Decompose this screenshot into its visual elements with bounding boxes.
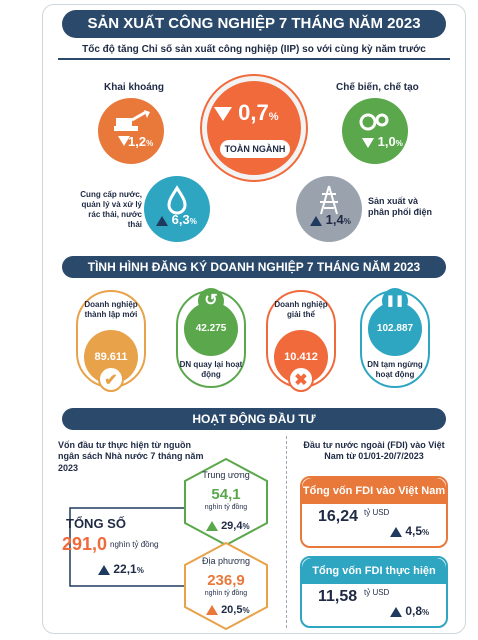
gears-icon <box>359 113 389 131</box>
central-growth-number: 29,4 <box>221 520 243 532</box>
water-drop-icon <box>167 185 187 215</box>
electricity-unit: % <box>343 217 351 226</box>
fdi-registered-card: Tổng vốn FDI vào Việt Nam <box>300 476 448 548</box>
mining-value: 1,2% <box>128 134 153 149</box>
electricity-circle <box>296 176 362 242</box>
mining-label: Khai khoáng <box>104 82 165 93</box>
local-growth-unit: % <box>242 606 250 615</box>
fdi-registered-growth-unit: % <box>422 528 430 537</box>
paused-business-label: DN tạm ngừng hoạt động <box>367 360 423 379</box>
electricity-label: Sản xuất và phân phối điện <box>368 196 432 218</box>
invest-title: HOẠT ĐỘNG ĐẦU TƯ <box>62 408 446 430</box>
budget-connector-lines <box>69 507 186 587</box>
local-growth-number: 20,5 <box>221 604 243 616</box>
water-circle <box>144 176 210 242</box>
fdi-realized-unit: tỷ USD <box>364 588 390 597</box>
manufacturing-unit: % <box>395 139 403 148</box>
budget-total-label: TỔNG SỐ <box>66 516 126 531</box>
pause-icon: ❚❚ <box>382 288 408 314</box>
local-label: Địa phương <box>202 556 250 566</box>
power-tower-icon <box>320 185 338 215</box>
x-icon: ✖ <box>288 366 314 392</box>
up-arrow-icon <box>206 605 218 616</box>
excavator-icon <box>114 110 150 146</box>
fdi-heading: Đầu tư nước ngoài (FDI) vào Việt Nam từ … <box>303 440 445 462</box>
budget-total-growth: 22,1% <box>98 562 144 576</box>
manufacturing-number: 1,0 <box>377 134 396 149</box>
return-icon: ↺ <box>198 288 224 314</box>
water-label: Cung cấp nước, quản lý và xử lý rác thải… <box>80 190 142 229</box>
electricity-value: 1,4% <box>310 212 351 227</box>
local-value: 236,9 <box>207 572 245 589</box>
central-label: Trung ương <box>202 470 250 480</box>
down-arrow-icon <box>214 107 232 122</box>
new-business-value: 89.611 <box>84 330 138 384</box>
invest-divider <box>286 436 287 628</box>
fdi-registered-growth: 4,5% <box>390 524 429 538</box>
down-arrow-icon <box>362 137 374 148</box>
total-unit: % <box>268 111 279 123</box>
electricity-number: 1,4 <box>325 212 344 227</box>
iip-subtitle: Tốc độ tăng Chỉ số sản xuất công nghiệp … <box>82 44 426 55</box>
central-growth-unit: % <box>242 522 250 531</box>
up-arrow-icon <box>390 526 402 537</box>
total-circle <box>202 76 306 180</box>
fdi-registered-growth-number: 4,5 <box>405 524 423 538</box>
up-arrow-icon <box>156 215 168 226</box>
new-business-label: Doanh nghiệp thành lập mới <box>84 300 138 319</box>
up-arrow-icon <box>206 521 218 532</box>
total-label: TOÀN NGÀNH <box>220 140 290 158</box>
mining-unit: % <box>146 139 154 148</box>
mining-value-number: 1,2 <box>128 134 147 149</box>
fdi-realized-growth-unit: % <box>422 608 430 617</box>
fdi-realized-value: 11,58 <box>318 588 358 605</box>
local-hexagon <box>184 541 268 631</box>
business-title: TÌNH HÌNH ĐĂNG KÝ DOANH NGHIỆP 7 THÁNG N… <box>62 256 446 278</box>
fdi-registered-label: Tổng vốn FDI vào Việt Nam <box>302 478 446 504</box>
fdi-realized-growth: 0,8% <box>390 604 429 618</box>
page-title: SẢN XUẤT CÔNG NGHIỆP 7 THÁNG NĂM 2023 <box>62 10 446 38</box>
budget-total-unit: nghìn tỷ đồng <box>110 540 159 549</box>
total-number: 0,7 <box>238 100 269 125</box>
central-unit: nghìn tỷ đồng <box>204 504 248 511</box>
up-arrow-icon <box>390 606 402 617</box>
mining-circle <box>98 98 164 164</box>
water-value: 6,3% <box>156 212 197 227</box>
budget-total-value: 291,0 <box>62 534 108 554</box>
central-growth: 29,4% <box>206 520 250 532</box>
manufacturing-value: 1,0% <box>362 134 403 149</box>
fdi-realized-card: Tổng vốn FDI thực hiện <box>300 556 448 628</box>
fdi-realized-growth-number: 0,8 <box>405 604 423 618</box>
total-value: 0,7% <box>214 100 279 126</box>
return-business-label: DN quay lại hoạt động <box>179 360 243 379</box>
fdi-registered-value: 16,24 <box>318 508 359 525</box>
central-value: 54,1 <box>211 486 241 503</box>
local-growth: 20,5% <box>206 604 250 616</box>
up-arrow-icon <box>310 215 322 226</box>
water-number: 6,3 <box>171 212 190 227</box>
fdi-registered-unit: tỷ USD <box>364 508 390 517</box>
dissolved-business-label: Doanh nghiệp giải thể <box>274 300 328 319</box>
manufacturing-label: Chế biến, chế tạo <box>336 82 419 93</box>
water-unit: % <box>189 217 197 226</box>
fdi-realized-label: Tổng vốn FDI thực hiện <box>302 558 446 584</box>
budget-heading: Vốn đầu tư thực hiện từ nguồn ngân sách … <box>58 440 204 473</box>
up-arrow-icon <box>98 564 110 575</box>
subtitle-divider <box>58 58 450 60</box>
manufacturing-circle <box>342 98 408 164</box>
check-icon: ✔ <box>98 366 124 392</box>
budget-total-growth-unit: % <box>136 566 144 575</box>
budget-total-growth-number: 22,1 <box>113 562 137 576</box>
local-unit: nghìn tỷ đồng <box>204 590 248 597</box>
